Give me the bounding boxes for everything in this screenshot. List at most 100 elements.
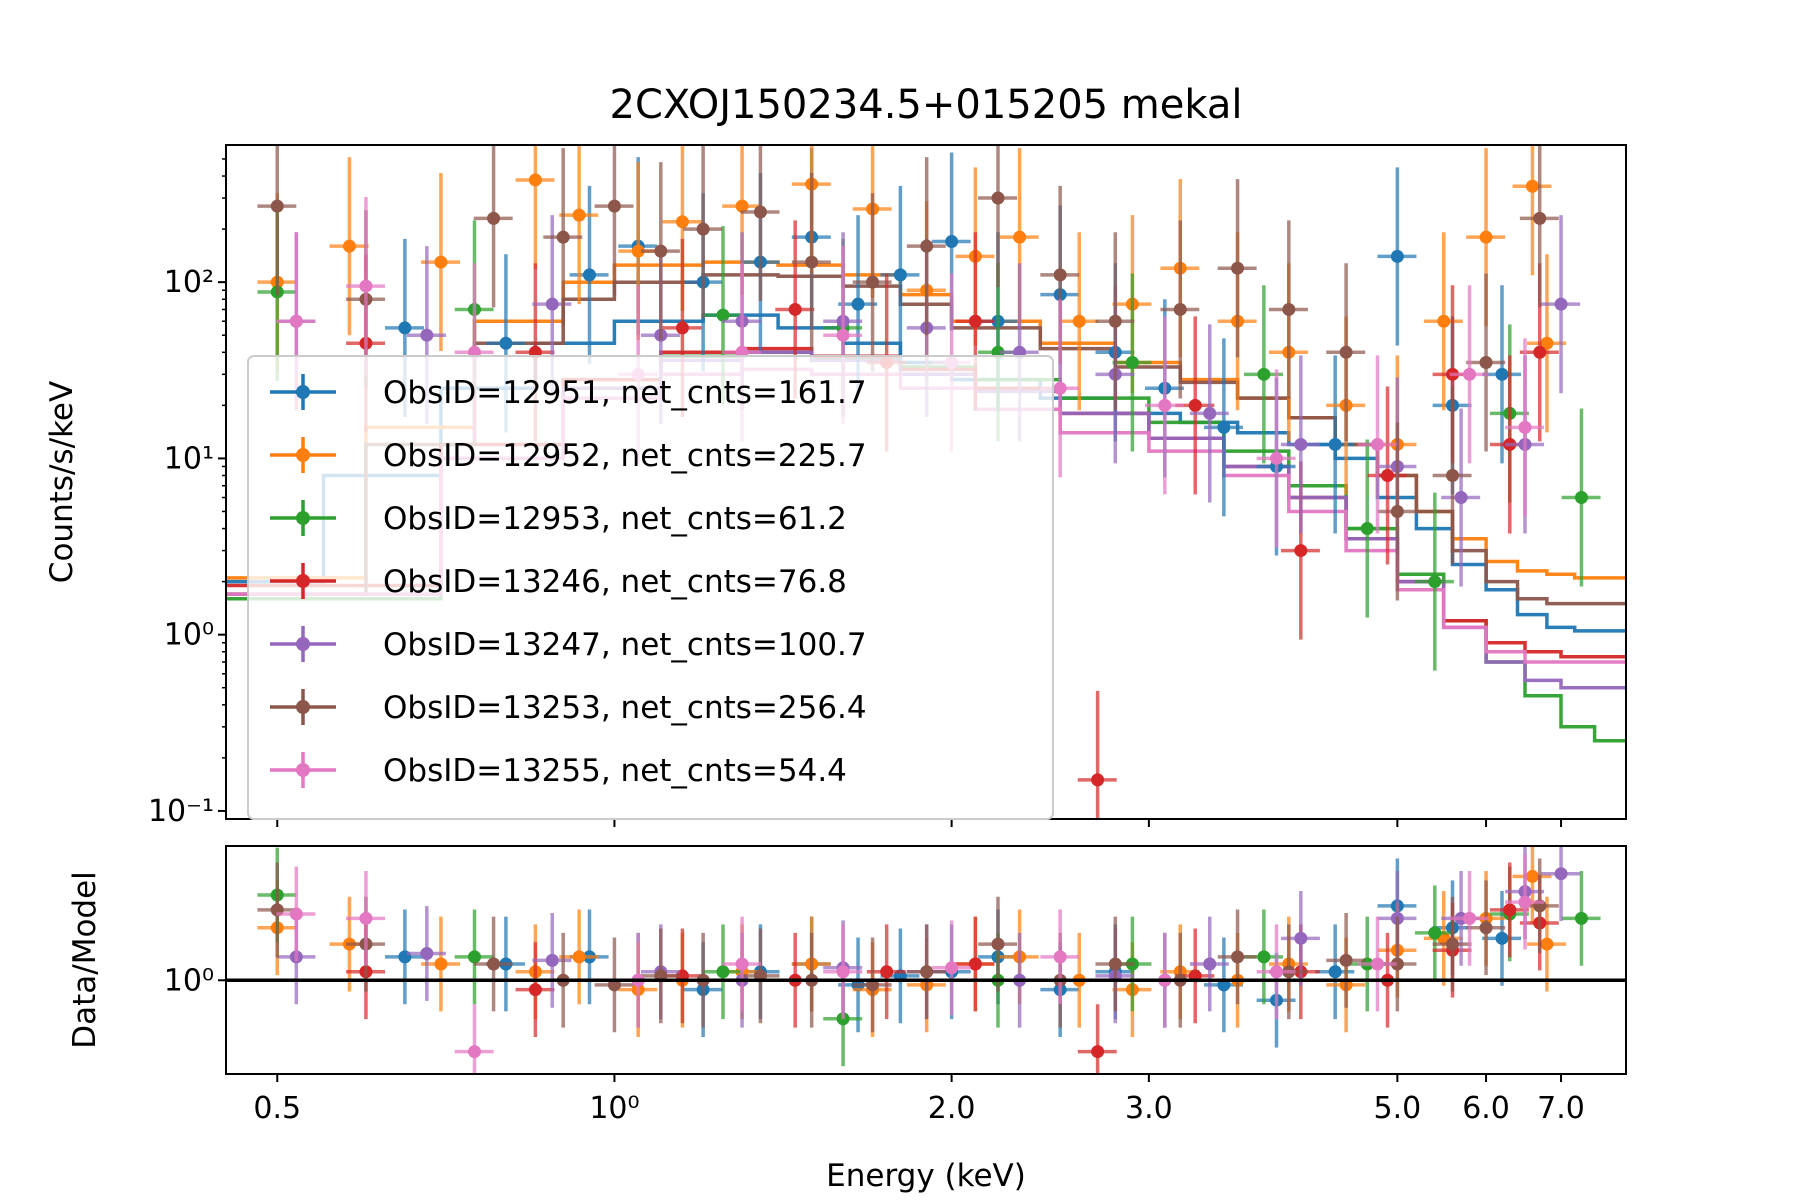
legend-item-2: ObsID=12953, net_cnts=61.2: [270, 500, 847, 537]
ratio-point-4-1: [406, 906, 446, 1001]
ratio-point-6-11: [1449, 871, 1489, 966]
spectrum-point-5-8: [791, 173, 831, 352]
ratio-y-tick-label-0: 10⁰: [164, 963, 214, 998]
spectrum-point-5-3: [543, 148, 583, 327]
spectrum-x-ticks: [276, 819, 1563, 827]
spectrum-point-5-9: [852, 193, 892, 372]
legend-label-0: ObsID=12951, net_cnts=161.7: [383, 375, 867, 411]
ratio-point-1-23: [1527, 896, 1567, 992]
spectrum-point-3-6: [1077, 690, 1117, 819]
spectrum-point-1-23: [1527, 254, 1567, 433]
legend-marker-dot: [296, 700, 310, 714]
spectrum-point-2-7: [1347, 439, 1387, 618]
spectrum-point-5-15: [1217, 179, 1257, 358]
ratio-point-3-5: [955, 916, 995, 1012]
legend-box: [247, 355, 1054, 820]
ratio-point-1-4: [559, 909, 599, 1005]
legend-item-0: ObsID=12951, net_cnts=161.7: [270, 374, 867, 411]
spectrum-point-4-9: [1189, 324, 1229, 503]
spectrum-point-1-22: [1512, 145, 1552, 276]
legend-item-4: ObsID=13247, net_cnts=100.7: [270, 626, 867, 663]
legend-label-6: ObsID=13255, net_cnts=54.4: [383, 753, 847, 789]
spectrum-point-5-0: [257, 145, 297, 296]
spectrum-point-5-11: [978, 145, 1018, 288]
spectrum-y-tick-label-1: 10⁰: [164, 618, 214, 653]
ratio-point-6-4: [722, 916, 762, 1012]
ratio-point-5-11: [978, 896, 1018, 992]
legend-item-6: ObsID=13255, net_cnts=54.4: [270, 752, 847, 789]
spectrum-y-tick-label-2: 10¹: [164, 441, 214, 476]
ratio-point-2-8: [1414, 885, 1454, 981]
ratio-point-6-10: [1357, 916, 1397, 1012]
spectrum-point-6-10: [1357, 355, 1397, 534]
ratio-point-6-6: [931, 920, 971, 1016]
spectrum-point-5-4: [594, 145, 634, 296]
x-tick-label-2: 2.0: [928, 1091, 976, 1126]
spectrum-point-6-11: [1449, 285, 1489, 464]
spectrum-point-5-17: [1326, 263, 1366, 442]
legend-item-1: ObsID=12952, net_cnts=225.7: [270, 437, 867, 474]
ratio-point-5-15: [1217, 909, 1257, 1005]
spectrum-point-5-7: [740, 145, 780, 302]
legend-label-4: ObsID=13247, net_cnts=100.7: [383, 627, 867, 663]
legend-item-3: ObsID=13246, net_cnts=76.8: [270, 563, 847, 600]
x-tick-label-5: 6.0: [1462, 1091, 1510, 1126]
x-axis-label: Energy (keV): [826, 1158, 1026, 1194]
spectrum-point-1-13: [1059, 232, 1099, 411]
ratio-point-6-5: [823, 924, 863, 1020]
ratio-point-5-2: [473, 916, 513, 1012]
ratio-point-2-2: [703, 924, 743, 1020]
spectrum-point-5-6: [683, 145, 723, 319]
x-tick-label-0: 0.5: [253, 1091, 301, 1126]
x-tick-label-1: 10⁰: [589, 1091, 639, 1126]
legend-marker-dot: [296, 763, 310, 777]
spectrum-point-5-16: [1268, 220, 1308, 399]
spectrum-point-1-3: [515, 145, 555, 270]
ratio-point-5-20: [1466, 880, 1506, 976]
ratio-point-6-1: [346, 871, 386, 966]
spectrum-point-5-5: [640, 162, 680, 341]
spectrum-point-1-4: [559, 145, 599, 305]
ratio-y-axis-label: Data/Model: [67, 871, 103, 1049]
ratio-point-5-10: [906, 924, 946, 1020]
spectrum-y-ticks: 10⁻¹ 10⁰ 10¹ 10²: [148, 158, 226, 829]
legend-marker-dot: [296, 574, 310, 588]
ratio-y-ticks: 10⁰: [164, 963, 226, 998]
ratio-point-5-17: [1326, 912, 1366, 1008]
ratio-point-4-9: [1189, 916, 1229, 1012]
spectrum-point-2-10: [1561, 408, 1601, 587]
chart-title: 2CXOJ150234.5+015205 mekal: [610, 82, 1243, 128]
ratio-point-3-6: [1077, 1004, 1117, 1074]
ratio-point-6-7: [1040, 909, 1080, 1005]
spectrum-point-4-14: [1541, 215, 1581, 394]
legend-marker-dot: [296, 385, 310, 399]
spectrum-point-3-9: [1367, 386, 1407, 565]
legend: ObsID=12951, net_cnts=161.7 ObsID=12952, …: [247, 355, 1054, 820]
ratio-frame: [225, 845, 1627, 1075]
ratio-point-3-1: [515, 942, 555, 1038]
ratio-point-3-11: [1489, 862, 1529, 958]
ratio-panel: 10⁰ 0.5 10⁰ 2.0 3.0 5.0 6.0 7.0 Data/Model Ene…: [67, 845, 1627, 1194]
x-tick-label-3: 3.0: [1125, 1091, 1173, 1126]
ratio-point-5-13: [1095, 916, 1135, 1012]
legend-label-3: ObsID=13246, net_cnts=76.8: [383, 564, 847, 600]
legend-label-5: ObsID=13253, net_cnts=256.4: [383, 690, 867, 726]
ratio-point-6-12: [1505, 854, 1545, 950]
spectrum-point-5-14: [1160, 220, 1200, 399]
legend-marker-dot: [296, 637, 310, 651]
ratio-point-6-0: [276, 866, 316, 962]
spectrum-point-5-19: [1432, 386, 1472, 565]
legend-label-2: ObsID=12953, net_cnts=61.2: [383, 501, 847, 537]
spectrum-y-tick-label-0: 10⁻¹: [148, 794, 214, 829]
spectrum-point-6-9: [1256, 369, 1296, 548]
legend-marker-dot: [296, 511, 310, 525]
x-tick-label-6: 7.0: [1537, 1091, 1585, 1126]
spectrum-point-5-10: [906, 157, 946, 336]
ratio-point-1-22: [1512, 846, 1552, 924]
spectrum-y-tick-label-3: 10²: [164, 265, 214, 300]
ratio-point-2-1: [454, 909, 494, 1005]
spectrum-point-4-10: [1280, 355, 1320, 534]
spectrum-point-5-21: [1519, 145, 1559, 308]
spectrum-point-5-20: [1466, 273, 1506, 452]
